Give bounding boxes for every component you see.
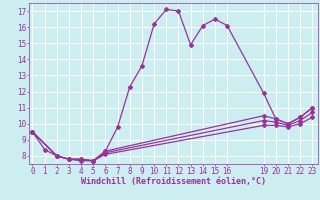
X-axis label: Windchill (Refroidissement éolien,°C): Windchill (Refroidissement éolien,°C) [81, 177, 266, 186]
